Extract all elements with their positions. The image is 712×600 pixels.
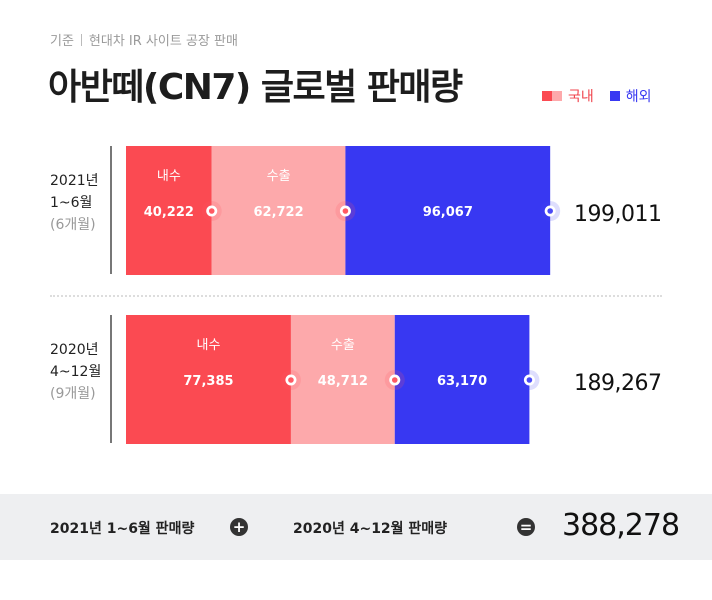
row-axis-line	[110, 146, 112, 274]
row-axis-line	[110, 315, 112, 443]
legend-swatch-domestic	[542, 91, 562, 101]
source-text: 현대차 IR 사이트 공장 판매	[88, 34, 238, 49]
summary-bar: 2021년 1~6월 판매량 + 2020년 4~12월 판매량 = 388,2…	[0, 494, 712, 560]
marker-dot-center	[208, 208, 215, 214]
bar-segment-overseas	[394, 315, 530, 444]
bar-segment-export	[211, 146, 346, 275]
source-note: 기준 현대차 IR 사이트 공장 판매	[50, 30, 238, 49]
marker-dot-center	[547, 208, 553, 214]
value-label-overseas: 63,170	[437, 374, 487, 389]
row-total: 199,011	[574, 202, 661, 227]
row-divider	[50, 295, 662, 297]
legend-item-overseas: 해외	[609, 86, 652, 106]
legend: 국내 해외	[542, 86, 652, 106]
bar-segment-domestic	[126, 315, 291, 444]
bar-segment-export	[290, 315, 395, 444]
legend-swatch-overseas	[609, 91, 620, 101]
row-total: 189,267	[574, 371, 661, 396]
row-period: 1~6월	[50, 195, 93, 211]
marker-dot-center	[526, 377, 533, 383]
grand-total: 388,278	[562, 508, 680, 543]
row-period: 4~12월	[50, 364, 102, 380]
segment-title-domestic: 내수	[197, 338, 221, 353]
plus-icon: +	[230, 518, 248, 536]
row-months: (9개월)	[50, 386, 96, 402]
value-label-domestic: 77,385	[183, 374, 233, 389]
bar-segment-domestic	[126, 146, 212, 275]
marker-dot-center	[391, 377, 398, 383]
stacked-bar-chart: 내수 40,222 수출 62,722 96,067 199,011 내수 77,385 수출 4…	[126, 146, 662, 444]
value-label-overseas: 96,067	[423, 205, 473, 220]
legend-label-overseas: 해외	[625, 89, 652, 105]
legend-label-domestic: 국내	[568, 89, 594, 105]
marker-dot-center	[342, 208, 349, 214]
segment-title-export: 수출	[331, 338, 355, 353]
row-label-2021: 2021년 1~6월 (6개월)	[50, 170, 99, 236]
equals-icon: =	[517, 518, 535, 536]
row-year: 2020년	[50, 342, 99, 358]
segment-title-domestic: 내수	[157, 169, 181, 184]
source-divider	[80, 33, 82, 46]
row-label-2020: 2020년 4~12월 (9개월)	[50, 339, 101, 405]
segment-title-export: 수출	[267, 169, 291, 184]
row-months: (6개월)	[50, 217, 96, 233]
value-label-export: 62,722	[253, 205, 303, 220]
summary-label-2020: 2020년 4~12월 판매량	[293, 521, 448, 537]
chart-title: 아반떼(CN7) 글로벌 판매량	[48, 67, 463, 108]
value-label-domestic: 40,222	[144, 205, 194, 220]
source-prefix: 기준	[50, 34, 74, 49]
row-year: 2021년	[50, 173, 99, 189]
marker-dot-center	[288, 377, 294, 383]
legend-item-domestic: 국내	[542, 86, 594, 106]
value-label-export: 48,712	[318, 374, 368, 389]
bar-segment-overseas	[345, 146, 551, 275]
summary-label-2021: 2021년 1~6월 판매량	[50, 521, 195, 537]
